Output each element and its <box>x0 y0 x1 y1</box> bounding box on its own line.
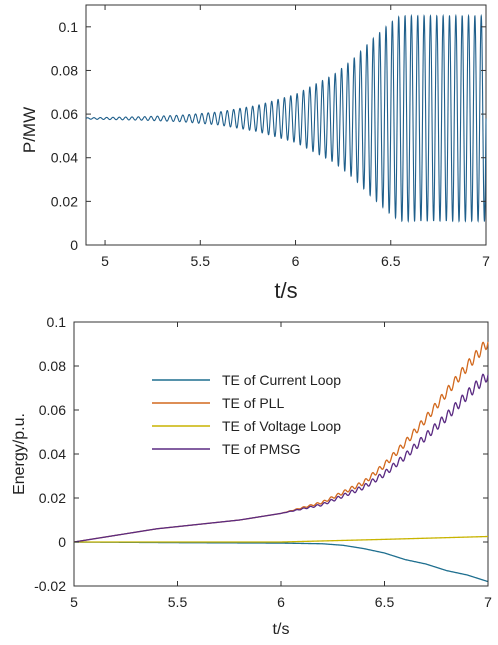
power-y-axis-label: P/MW <box>20 107 39 153</box>
y-tick-label: 0.04 <box>51 150 78 166</box>
power-y-ticks: 0 0.02 0.04 0.06 0.08 0.1 <box>51 19 486 253</box>
legend-label: TE of PLL <box>222 395 284 411</box>
y-tick-label: 0.08 <box>51 62 78 78</box>
y-tick-label: 0.08 <box>39 358 66 374</box>
power-chart: 5 5.5 6 6.5 7 0 0.02 0.04 0.06 0.08 0.1 t/s P/MW <box>20 4 490 303</box>
power-x-ticks: 5 5.5 6 6.5 7 <box>101 5 490 269</box>
y-tick-label: 0.06 <box>39 402 66 418</box>
legend-label: TE of Current Loop <box>222 372 341 388</box>
x-tick-label: 6.5 <box>381 253 401 269</box>
energy-chart: 5 5.5 6 6.5 7 -0.02 0 0.02 0.04 0.06 0.08 0.1 TE o… <box>11 314 492 638</box>
energy-y-axis-label: Energy/p.u. <box>11 413 28 495</box>
y-tick-label: 0 <box>70 237 78 253</box>
x-tick-label: 6.5 <box>375 594 395 610</box>
legend-label: TE of PMSG <box>222 441 301 457</box>
x-tick-label: 5 <box>101 253 109 269</box>
energy-series-line <box>73 373 489 543</box>
power-series-group <box>85 13 487 224</box>
energy-series-line <box>74 535 489 543</box>
energy-y-ticks: -0.02 0 0.02 0.04 0.06 0.08 0.1 <box>34 314 488 594</box>
y-tick-label: 0.02 <box>39 490 66 506</box>
power-x-axis-label: t/s <box>274 278 297 303</box>
legend-label: TE of Voltage Loop <box>222 418 341 434</box>
y-tick-label: 0.1 <box>47 314 67 330</box>
y-tick-label: 0.06 <box>51 106 78 122</box>
x-tick-label: 6 <box>277 594 285 610</box>
x-tick-label: 7 <box>484 594 492 610</box>
y-tick-label: 0 <box>58 534 66 550</box>
x-tick-label: 5.5 <box>191 253 211 269</box>
x-tick-label: 5 <box>70 594 78 610</box>
energy-legend: TE of Current Loop TE of PLL TE of Voltage… <box>152 372 341 457</box>
power-series-line <box>85 13 487 224</box>
x-tick-label: 7 <box>482 253 490 269</box>
x-tick-label: 6 <box>292 253 300 269</box>
energy-x-axis-label: t/s <box>273 621 290 638</box>
y-tick-label: 0.02 <box>51 193 78 209</box>
y-tick-label: -0.02 <box>34 578 66 594</box>
energy-series-group <box>73 341 489 583</box>
y-tick-label: 0.04 <box>39 446 66 462</box>
x-tick-label: 5.5 <box>168 594 188 610</box>
energy-x-ticks: 5 5.5 6 6.5 7 <box>70 322 492 610</box>
y-tick-label: 0.1 <box>59 19 79 35</box>
